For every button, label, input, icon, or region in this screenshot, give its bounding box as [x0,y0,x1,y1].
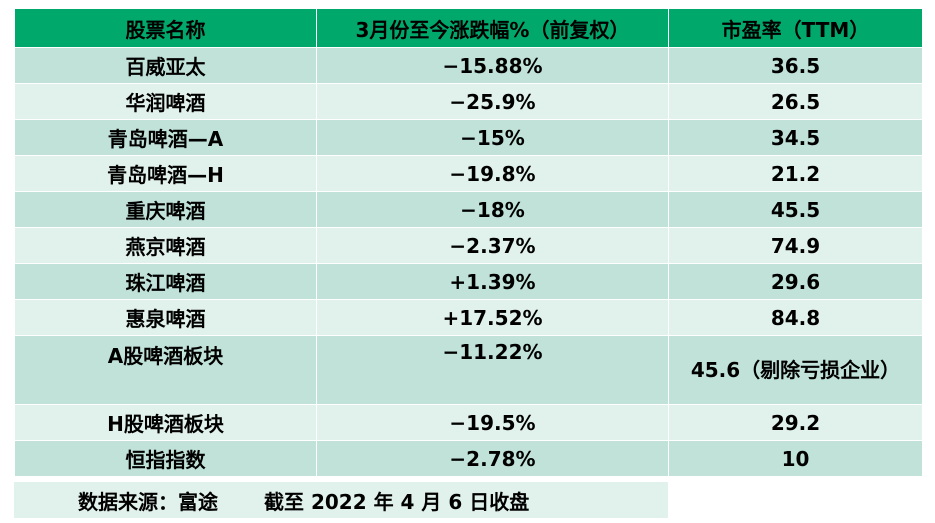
pe-cell: 21.2 [668,155,923,192]
change-cell: −19.8% [316,155,669,192]
stock-table: 股票名称 3月份至今涨跌幅%（前复权） 市盈率（TTM） 百威亚太 −15.88%… [14,8,923,477]
pe-cell: 36.5 [668,47,923,84]
table-row: 华润啤酒 −25.9% 26.5 [14,83,923,120]
table-row: 青岛啤酒—H −19.8% 21.2 [14,155,923,192]
table-row: 燕京啤酒 −2.37% 74.9 [14,227,923,264]
pe-cell: 10 [668,440,923,477]
header-change: 3月份至今涨跌幅%（前复权） [316,8,669,48]
stock-name-cell: 燕京啤酒 [14,227,317,264]
table-row: 百威亚太 −15.88% 36.5 [14,47,923,84]
change-cell: −19.5% [316,404,669,441]
change-cell: −11.22% [316,335,669,405]
pe-cell: 29.6 [668,263,923,300]
table-row: H股啤酒板块 −19.5% 29.2 [14,404,923,441]
stock-name-cell: 青岛啤酒—H [14,155,317,192]
stock-name-cell: 珠江啤酒 [14,263,317,300]
change-cell: −2.37% [316,227,669,264]
pe-cell: 74.9 [668,227,923,264]
pe-cell: 29.2 [668,404,923,441]
change-cell: +1.39% [316,263,669,300]
table-row: 惠泉啤酒 +17.52% 84.8 [14,299,923,336]
change-cell: −25.9% [316,83,669,120]
table-row: A股啤酒板块 −11.22% 45.6（剔除亏损企业） [14,335,923,405]
table-row: 重庆啤酒 −18% 45.5 [14,191,923,228]
header-stock-name: 股票名称 [14,8,317,48]
table-body: 百威亚太 −15.88% 36.5 华润啤酒 −25.9% 26.5 青岛啤酒—A −15% 3… [14,47,923,477]
change-cell: +17.52% [316,299,669,336]
source-note: 数据来源：富途 截至 2022 年 4 月 6 日收盘 [14,482,668,518]
stock-name-cell: 百威亚太 [14,47,317,84]
table-row: 青岛啤酒—A −15% 34.5 [14,119,923,156]
change-cell: −15% [316,119,669,156]
table-header: 股票名称 3月份至今涨跌幅%（前复权） 市盈率（TTM） [14,8,923,48]
table-row: 珠江啤酒 +1.39% 29.6 [14,263,923,300]
change-cell: −15.88% [316,47,669,84]
stock-name-cell: 恒指指数 [14,440,317,477]
table-row: 恒指指数 −2.78% 10 [14,440,923,477]
pe-cell: 34.5 [668,119,923,156]
change-cell: −18% [316,191,669,228]
stock-name-cell: 惠泉啤酒 [14,299,317,336]
pe-cell: 26.5 [668,83,923,120]
date-note: 截至 2022 年 4 月 6 日收盘 [264,489,530,514]
pe-cell: 84.8 [668,299,923,336]
source-label: 数据来源：富途 [78,489,218,514]
stock-name-cell: 青岛啤酒—A [14,119,317,156]
pe-cell: 45.5 [668,191,923,228]
stock-name-cell: 华润啤酒 [14,83,317,120]
stock-name-cell: 重庆啤酒 [14,191,317,228]
change-cell: −2.78% [316,440,669,477]
header-row: 股票名称 3月份至今涨跌幅%（前复权） 市盈率（TTM） [14,8,923,48]
stock-name-cell: H股啤酒板块 [14,404,317,441]
header-pe: 市盈率（TTM） [668,8,923,48]
stock-name-cell: A股啤酒板块 [14,335,317,405]
pe-cell: 45.6（剔除亏损企业） [668,335,923,405]
